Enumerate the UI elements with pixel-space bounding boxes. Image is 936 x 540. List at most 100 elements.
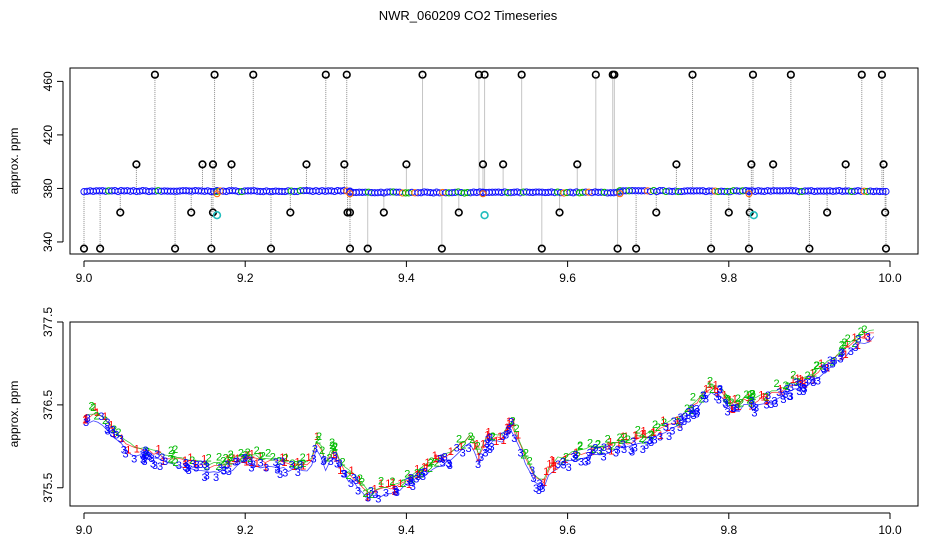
point-label-2: 2 (527, 456, 533, 468)
point-label-3: 3 (484, 438, 490, 450)
gap-point (213, 190, 221, 198)
point-label-1: 1 (390, 477, 396, 489)
outlier-point (724, 208, 733, 217)
point-label-1: 1 (798, 376, 804, 388)
point-label-3: 3 (98, 411, 104, 423)
point-label-1: 1 (314, 431, 320, 443)
point-label-2: 2 (189, 455, 195, 467)
gap-point (346, 190, 354, 198)
point-label-2: 2 (404, 469, 410, 481)
point-label-1: 1 (94, 407, 100, 419)
top-y-tick-label: 460 (41, 71, 55, 91)
point-label-3: 3 (232, 457, 238, 469)
point-label-2: 2 (168, 445, 174, 457)
point-label-1: 1 (758, 389, 764, 401)
point-label-2: 2 (270, 452, 276, 464)
point-label-3: 3 (273, 457, 279, 469)
point-label-1: 1 (231, 453, 237, 465)
point-label-3: 3 (714, 392, 720, 404)
point-label-3: 3 (815, 375, 821, 387)
point-label-3: 3 (141, 453, 147, 465)
point-label-2: 2 (575, 451, 581, 463)
point-label-3: 3 (621, 444, 627, 456)
point-label-2: 2 (203, 460, 209, 472)
point-label-1: 1 (497, 431, 503, 443)
point-label-1: 1 (493, 436, 499, 448)
point-label-2: 2 (725, 395, 731, 407)
point-label-3: 3 (772, 398, 778, 410)
point-label-1: 1 (844, 339, 850, 351)
point-label-2: 2 (170, 454, 176, 466)
point-label-3: 3 (809, 375, 815, 387)
point-label-3: 3 (663, 422, 669, 434)
point-label-3: 3 (632, 443, 638, 455)
top-y-axis: 340 380 420 460 (41, 71, 64, 252)
cyan-point (212, 210, 222, 220)
point-label-3: 3 (585, 450, 591, 462)
point-label-2: 2 (331, 444, 337, 456)
top-outlier-points (79, 70, 891, 253)
point-label-2: 2 (595, 439, 601, 451)
point-label-3: 3 (780, 394, 786, 406)
point-label-3: 3 (355, 486, 361, 498)
top-x-tick-label: 10.0 (878, 271, 902, 285)
point-label-3: 3 (365, 492, 371, 504)
point-label-3: 3 (573, 449, 579, 461)
point-label-3: 3 (820, 363, 826, 375)
point-label-2: 2 (260, 450, 266, 462)
point-label-2: 2 (289, 458, 295, 470)
point-label-1: 1 (764, 394, 770, 406)
point-label-1: 1 (674, 415, 680, 427)
point-label-2: 2 (684, 403, 690, 415)
point-label-2: 2 (428, 457, 434, 469)
outlier-point (881, 208, 890, 217)
outlier-point (437, 244, 446, 253)
top-x-tick-label: 9.6 (559, 271, 576, 285)
point-label-1: 1 (192, 458, 198, 470)
point-label-3: 3 (484, 443, 490, 455)
point-label-2: 2 (489, 431, 495, 443)
point-label-1: 1 (295, 457, 301, 469)
point-label-3: 3 (274, 465, 280, 477)
point-label-2: 2 (709, 384, 715, 396)
point-label-1: 1 (736, 401, 742, 413)
point-label-2: 2 (735, 399, 741, 411)
point-label-2: 2 (215, 461, 221, 473)
point-label-2: 2 (699, 393, 705, 405)
point-label-3: 3 (310, 454, 316, 466)
point-label-3: 3 (503, 429, 509, 441)
baseline-point (879, 187, 887, 195)
point-label-3: 3 (193, 460, 199, 472)
point-label-3: 3 (122, 448, 128, 460)
point-label-1: 1 (802, 378, 808, 390)
point-label-3: 3 (506, 423, 512, 435)
point-label-3: 3 (375, 494, 381, 506)
point-label-2: 2 (93, 411, 99, 423)
bot-x-tick-label: 9.2 (237, 523, 254, 537)
point-label-3: 3 (487, 444, 493, 456)
point-label-2: 2 (814, 360, 820, 372)
point-label-2: 2 (728, 397, 734, 409)
outlier-point (769, 160, 778, 169)
point-label-2: 2 (247, 453, 253, 465)
point-label-3: 3 (751, 408, 757, 420)
bottom-y-axis: 375.5 376.5 377.5 (41, 307, 64, 503)
top-y-tick-label: 380 (41, 178, 55, 198)
point-label-3: 3 (420, 471, 426, 483)
outlier-point (537, 244, 546, 253)
point-label-1: 1 (573, 447, 579, 459)
point-label-2: 2 (228, 449, 234, 461)
point-label-1: 1 (182, 459, 188, 471)
point-label-3: 3 (485, 434, 491, 446)
point-label-3: 3 (454, 442, 460, 454)
point-label-3: 3 (538, 481, 544, 493)
point-label-1: 1 (433, 453, 439, 465)
point-label-2: 2 (297, 458, 303, 470)
point-label-1: 1 (748, 400, 754, 412)
point-label-1: 1 (562, 454, 568, 466)
outlier-point (823, 208, 832, 217)
point-label-2: 2 (858, 326, 864, 338)
outlier-point (632, 244, 641, 253)
point-label-3: 3 (408, 477, 414, 489)
point-label-2: 2 (316, 431, 322, 443)
